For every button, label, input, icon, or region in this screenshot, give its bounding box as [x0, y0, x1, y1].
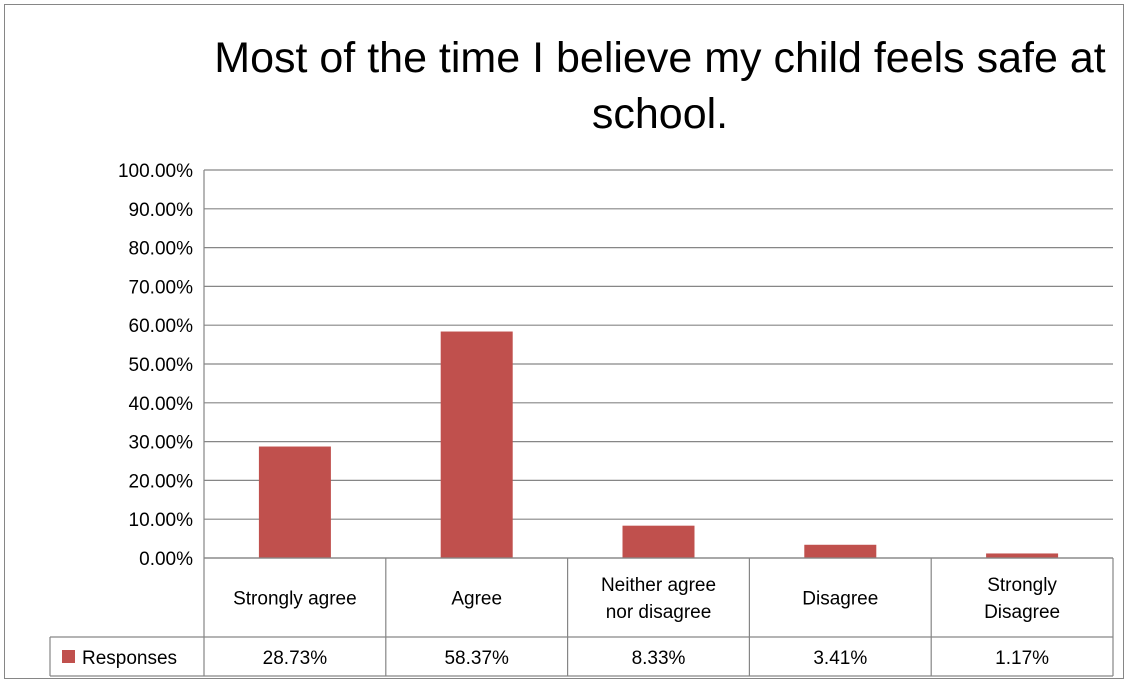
y-tick-label: 80.00%	[129, 239, 194, 260]
y-tick-label: 30.00%	[129, 433, 194, 454]
bar-agree	[440, 331, 513, 558]
chart-frame	[4, 4, 1124, 679]
legend-series-name: Responses	[82, 648, 177, 669]
x-category-label: Disagree	[802, 589, 878, 610]
data-table-value: 58.37%	[444, 648, 509, 669]
x-category-label: Strongly agree	[233, 589, 357, 610]
y-tick-label: 100.00%	[118, 161, 193, 182]
y-axis-tick-labels: 0.00% 10.00% 20.00% 30.00% 40.00% 50.00% 60.00…	[118, 161, 193, 570]
bar-neither-agree-nor-disagree	[622, 525, 695, 558]
x-category-label: Neither agree nor disagree	[601, 575, 716, 623]
y-tick-label: 20.00%	[129, 471, 194, 492]
data-table: Strongly agree Agree Neither agree nor disa…	[49, 557, 1114, 677]
gridlines	[203, 169, 1113, 559]
data-table-value: 3.41%	[813, 648, 867, 669]
data-table-value: 1.17%	[995, 648, 1049, 669]
y-tick-label: 70.00%	[129, 277, 194, 298]
chart-title: Most of the time I believe my child feel…	[214, 34, 1106, 138]
y-tick-label: 60.00%	[129, 316, 194, 337]
bar-strongly-agree	[258, 446, 331, 558]
x-category-label: Agree	[451, 589, 502, 610]
legend-key-icon	[62, 650, 75, 663]
bars	[258, 331, 1059, 558]
y-tick-label: 50.00%	[129, 355, 194, 376]
y-tick-label: 10.00%	[129, 510, 194, 531]
data-table-value: 8.33%	[632, 648, 686, 669]
y-tick-label: 40.00%	[129, 394, 194, 415]
x-category-label: Strongly Disagree	[984, 575, 1060, 623]
y-tick-label: 0.00%	[139, 549, 193, 570]
y-tick-label: 90.00%	[129, 200, 194, 221]
bar-disagree	[804, 544, 877, 558]
data-table-value: 28.73%	[263, 648, 328, 669]
bar-strongly-disagree	[986, 553, 1059, 558]
